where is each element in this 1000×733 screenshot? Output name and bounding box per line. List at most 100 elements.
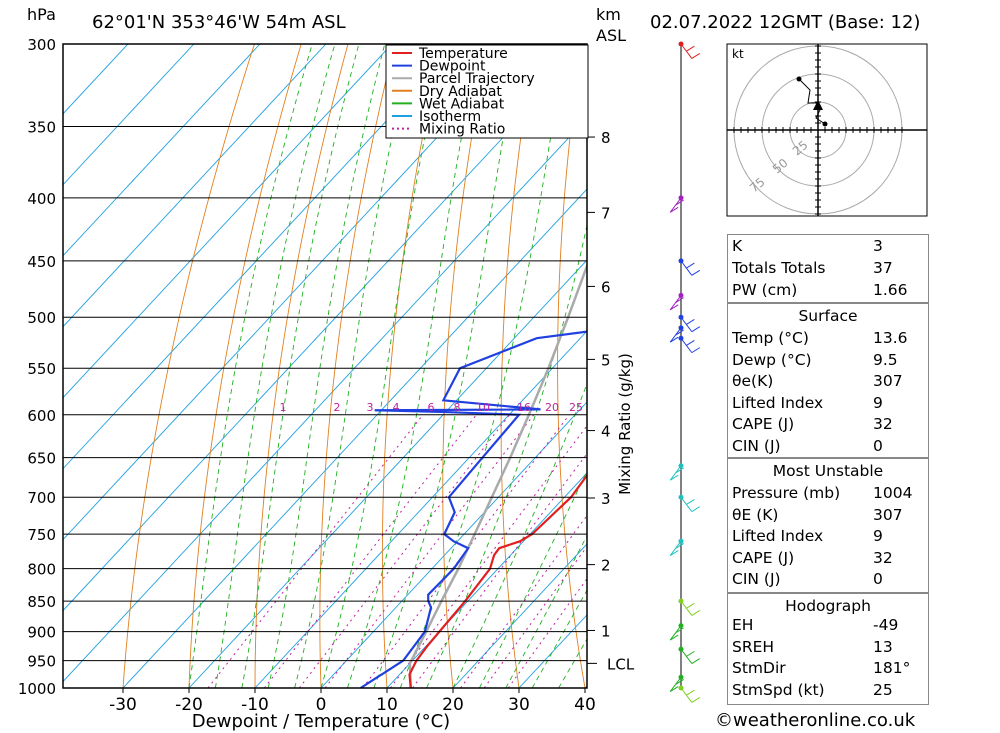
mixing-ratio-label: 1 (280, 401, 287, 414)
index-k-value: 3 (873, 237, 883, 255)
wind-barb-flag (686, 602, 695, 609)
x-axis-label: Dewpoint / Temperature (°C) (192, 711, 450, 732)
wind-barb-flag (669, 336, 679, 343)
wind-barb (680, 260, 693, 276)
plot-frame (62, 43, 588, 689)
pressure-tick-label: 600 (27, 407, 56, 425)
temperature-tick-label: 30 (508, 695, 530, 715)
surface-index-label: Temp (°C) (732, 329, 809, 347)
pressure-tick-label: 950 (27, 653, 56, 671)
mu-index-label: Lifted Index (732, 527, 824, 545)
mixing-ratio-line (412, 452, 587, 688)
wet-adiabat-line (188, 44, 313, 688)
mixing-ratio-label: 25 (569, 401, 583, 414)
lcl-label: LCL (607, 655, 635, 673)
mixing-ratio-label: 20 (545, 401, 559, 414)
isotherm-line (63, 44, 393, 399)
surface-index-value: 0 (873, 436, 883, 455)
wind-barb-flag (675, 542, 684, 549)
temperature-tick-label: -30 (109, 695, 137, 715)
mu-index-value: 1004 (873, 484, 913, 502)
legend-label: Isotherm (419, 109, 481, 125)
km-tick-label: 7 (601, 204, 611, 222)
hodo-index-label: StmSpd (kt) (732, 680, 825, 699)
dry-adiabat-line (665, 44, 717, 688)
wind-barb-flag (669, 686, 679, 693)
wind-barb-flag (691, 696, 701, 703)
storm-motion-marker (813, 100, 823, 110)
temperature-tick-label: 0 (316, 695, 327, 715)
dry-adiabat-line (188, 44, 302, 688)
legend-label: Mixing Ratio (419, 122, 505, 138)
temperature-tick-label: 40 (574, 695, 596, 715)
mu-index-label: Pressure (mb) (732, 484, 841, 502)
wind-barb-flag (669, 304, 679, 311)
wind-barb-flag (686, 262, 695, 269)
index-tt-label: Totals Totals (732, 259, 826, 277)
isotherm-line (63, 44, 327, 328)
pressure-tick-label: 1000 (18, 680, 56, 698)
isotherm-line (122, 188, 587, 688)
hodo-index-value: 13 (873, 637, 893, 656)
hodo-index-label: SREH (732, 637, 775, 656)
km-asl-label: ASL (596, 26, 627, 45)
wet-adiabat-line (214, 44, 336, 688)
surface-index-value: 9.5 (873, 350, 898, 369)
surface-index-value: 32 (873, 415, 893, 433)
wind-barb-flag (675, 678, 684, 685)
index-pw-value: 1.66 (873, 281, 908, 299)
isotherm-line (63, 117, 587, 683)
wind-barb-flag (691, 506, 701, 513)
wet-adiabat-line (531, 589, 587, 688)
wet-adiabat-line (505, 534, 587, 688)
surface-box: Surface Temp (°C) 13.6 Dewp (°C) 9.5 θe(K) 30… (727, 303, 929, 458)
dry-adiabat-line (956, 44, 1000, 688)
surface-index-value: 9 (873, 393, 883, 412)
most-unstable-title: Most Unstable (772, 462, 884, 480)
pressure-tick-label: 450 (27, 253, 56, 271)
legend-label: Parcel Trajectory (419, 71, 535, 87)
wind-barb-flag (686, 650, 695, 657)
mixing-ratio-line (362, 414, 570, 688)
pressure-tick-label: 900 (27, 624, 56, 642)
legend-label: Dewpoint (419, 59, 486, 75)
wind-barb-flag (686, 45, 695, 52)
index-k-label: K (732, 237, 743, 255)
surface-title: Surface (798, 307, 858, 325)
km-tick-label: 8 (601, 129, 611, 147)
wind-barb-flag (691, 658, 701, 665)
surface-index-label: θe(K) (732, 372, 774, 390)
wind-barb-flag (691, 269, 701, 276)
hodo-index-label: EH (732, 616, 754, 634)
wind-barb-flag (675, 627, 684, 634)
isotherm-line (63, 44, 261, 257)
isotherm-line (254, 330, 587, 688)
wet-adiabat-line (346, 44, 480, 688)
hodo-index-value: -49 (873, 616, 899, 634)
legend-box (385, 44, 589, 139)
wet-adiabat-line (294, 44, 414, 688)
temperature-tick-label: 10 (376, 695, 398, 715)
index-tt-value: 37 (873, 259, 893, 277)
hodograph-index-box: Hodograph EH -49 SREH 13 StmDir 181° StmSpd (k… (727, 593, 929, 705)
isotherm-line (63, 44, 195, 186)
dry-adiabat-line (557, 44, 586, 688)
temperature-tick-label: -10 (241, 695, 269, 715)
wind-barb-flag (675, 199, 684, 206)
wind-barb-flag (691, 610, 701, 616)
surface-index-value: 13.6 (873, 329, 908, 347)
hodograph-title: Hodograph (785, 597, 871, 615)
km-tick-label: 5 (601, 351, 611, 369)
wind-barb-flag (686, 689, 695, 696)
pressure-tick-label: 300 (27, 36, 56, 54)
pressure-tick-label: 700 (27, 489, 56, 507)
km-tick-label: 3 (601, 490, 611, 508)
wind-barb-flag (691, 347, 701, 354)
surface-index-label: CIN (J) (732, 436, 781, 455)
surface-index-label: CAPE (J) (732, 415, 795, 433)
mixing-ratio-label: 16 (517, 401, 531, 414)
mixing-ratio-line (324, 414, 535, 688)
